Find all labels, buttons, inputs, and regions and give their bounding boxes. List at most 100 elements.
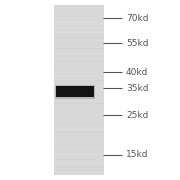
Text: 15kd: 15kd bbox=[126, 150, 148, 159]
Bar bbox=[54, 168, 104, 169]
Bar bbox=[54, 131, 104, 132]
Bar bbox=[54, 139, 104, 140]
Bar bbox=[54, 85, 104, 86]
Bar bbox=[54, 24, 104, 25]
Bar bbox=[54, 132, 104, 133]
Bar bbox=[54, 123, 104, 124]
Bar bbox=[54, 119, 104, 120]
Bar bbox=[54, 32, 104, 33]
Bar bbox=[54, 46, 104, 47]
Bar bbox=[54, 101, 104, 102]
Bar bbox=[54, 49, 104, 50]
Bar bbox=[54, 15, 104, 16]
Bar bbox=[54, 12, 104, 13]
Bar bbox=[54, 72, 104, 73]
Bar bbox=[54, 37, 104, 38]
Bar bbox=[54, 22, 104, 23]
Text: 25kd: 25kd bbox=[126, 111, 148, 120]
Bar bbox=[54, 156, 104, 157]
Bar bbox=[54, 157, 104, 158]
Bar bbox=[54, 93, 104, 94]
Bar bbox=[54, 102, 104, 103]
Bar bbox=[54, 154, 104, 155]
Bar bbox=[54, 5, 104, 6]
Bar bbox=[54, 96, 104, 97]
Bar bbox=[54, 140, 104, 141]
Bar bbox=[54, 54, 104, 55]
Bar bbox=[54, 62, 104, 63]
Bar bbox=[54, 55, 104, 56]
Bar bbox=[54, 42, 104, 43]
Bar bbox=[54, 11, 104, 12]
Bar bbox=[54, 88, 104, 89]
Bar bbox=[54, 151, 104, 152]
Bar bbox=[54, 23, 104, 24]
Bar bbox=[54, 73, 104, 74]
Bar bbox=[54, 135, 104, 136]
Bar bbox=[54, 43, 104, 44]
Bar bbox=[54, 35, 104, 36]
Bar bbox=[54, 118, 104, 119]
Bar bbox=[54, 169, 104, 170]
Bar bbox=[54, 10, 104, 11]
Bar bbox=[54, 13, 104, 14]
Bar bbox=[54, 87, 104, 88]
Bar bbox=[54, 61, 104, 62]
Bar bbox=[54, 158, 104, 159]
Bar bbox=[54, 124, 104, 125]
Bar bbox=[54, 165, 104, 166]
Bar bbox=[54, 130, 104, 131]
Bar bbox=[54, 20, 104, 21]
Bar bbox=[54, 75, 104, 76]
Bar bbox=[54, 29, 104, 30]
Text: 40kd: 40kd bbox=[126, 68, 148, 76]
Text: 35kd: 35kd bbox=[126, 84, 148, 93]
Bar bbox=[54, 52, 104, 53]
Bar bbox=[54, 126, 104, 127]
Bar bbox=[54, 97, 104, 98]
Bar bbox=[54, 90, 104, 91]
Bar bbox=[54, 107, 104, 108]
Bar bbox=[54, 143, 104, 144]
Bar bbox=[54, 5, 104, 175]
Bar bbox=[54, 152, 104, 153]
Bar bbox=[54, 103, 104, 104]
Bar bbox=[54, 83, 104, 84]
Bar bbox=[54, 98, 104, 99]
Bar bbox=[54, 81, 104, 82]
Bar bbox=[54, 71, 104, 72]
Bar bbox=[54, 60, 104, 61]
Bar bbox=[54, 167, 104, 168]
Bar bbox=[54, 66, 104, 67]
Bar bbox=[54, 64, 104, 65]
Bar bbox=[54, 84, 104, 85]
Bar bbox=[54, 100, 104, 101]
Text: 70kd: 70kd bbox=[126, 14, 148, 22]
Bar bbox=[54, 113, 104, 114]
Bar bbox=[54, 159, 104, 160]
Bar bbox=[54, 86, 104, 87]
Bar bbox=[54, 115, 104, 116]
Bar bbox=[54, 155, 104, 156]
Bar bbox=[54, 142, 104, 143]
Bar bbox=[54, 79, 104, 80]
Bar bbox=[54, 133, 104, 134]
Bar bbox=[54, 174, 104, 175]
Bar bbox=[54, 104, 104, 105]
Bar bbox=[56, 86, 94, 97]
Bar bbox=[54, 78, 104, 79]
Bar bbox=[54, 166, 104, 167]
Bar bbox=[54, 112, 104, 113]
Bar bbox=[54, 33, 104, 34]
Bar bbox=[54, 67, 104, 68]
Bar bbox=[54, 6, 104, 7]
Bar bbox=[54, 163, 104, 164]
Bar bbox=[54, 89, 104, 90]
Bar bbox=[54, 94, 104, 95]
Bar bbox=[54, 53, 104, 54]
Bar bbox=[54, 44, 104, 45]
Bar bbox=[54, 172, 104, 173]
Bar bbox=[54, 109, 104, 110]
Bar bbox=[54, 173, 104, 174]
Text: 55kd: 55kd bbox=[126, 39, 148, 48]
